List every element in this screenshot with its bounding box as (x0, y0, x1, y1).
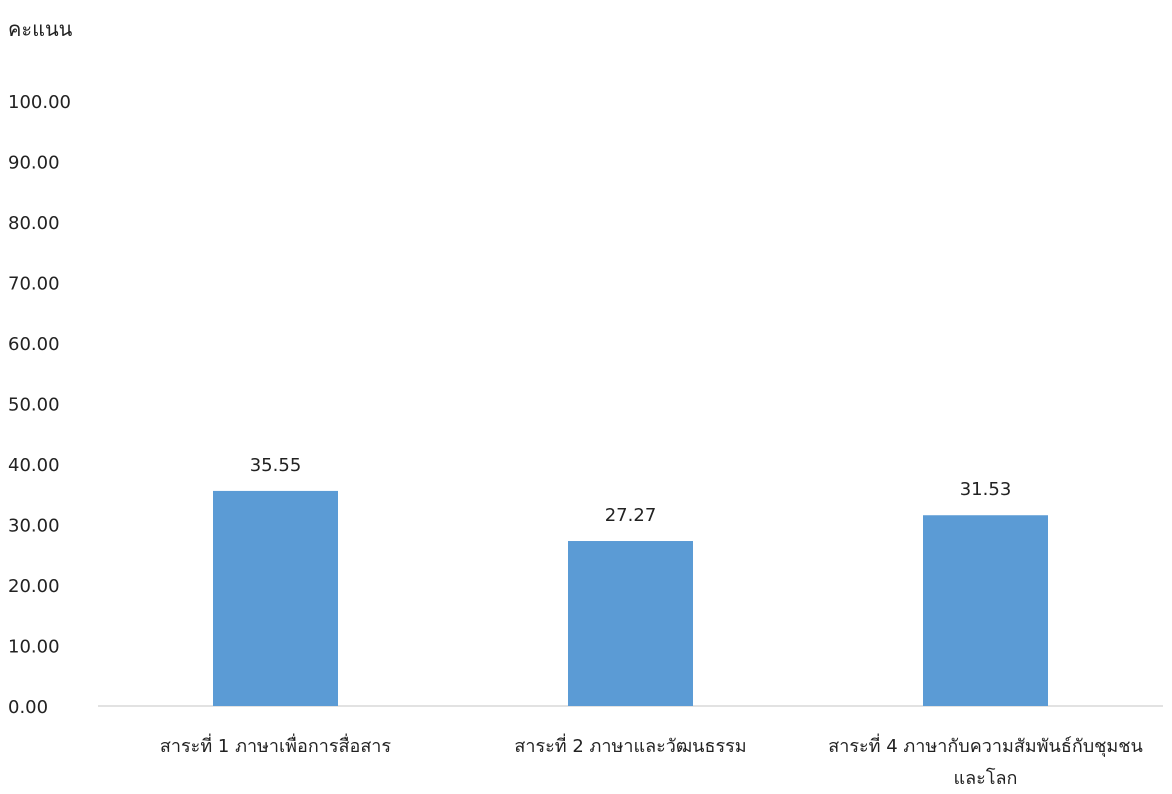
y-tick-label: 10.00 (8, 637, 60, 658)
y-tick-label: 60.00 (8, 334, 60, 355)
data-label: 27.27 (605, 505, 657, 526)
x-tick-label: สาระที่ 1 ภาษาเพื่อการสื่อสาร (160, 733, 392, 757)
y-tick-label: 50.00 (8, 395, 60, 416)
y-tick-label: 40.00 (8, 455, 60, 476)
y-tick-label: 20.00 (8, 576, 60, 597)
y-tick-label: 30.00 (8, 516, 60, 537)
y-tick-label: 0.00 (8, 697, 48, 718)
y-tick-label: 80.00 (8, 213, 60, 234)
y-tick-label: 90.00 (8, 153, 60, 174)
bars-group (213, 490, 1048, 706)
y-axis-ticks: 0.00 10.00 20.00 30.00 40.00 50.00 60.00 70.00 8… (8, 92, 71, 718)
y-tick-label: 70.00 (8, 274, 60, 295)
x-tick-label: สาระที่ 4 ภาษากับความสัมพันธ์กับชุมชน (828, 733, 1143, 757)
data-labels-group: 35.55 27.27 31.53 (250, 455, 1012, 526)
y-axis-label: คะแนน (8, 17, 73, 41)
data-label: 31.53 (960, 479, 1012, 500)
x-tick-label: สาระที่ 2 ภาษาและวัฒนธรรม (514, 733, 746, 757)
data-label: 35.55 (250, 455, 302, 476)
x-tick-label: และโลก (954, 767, 1018, 789)
y-tick-label: 100.00 (8, 92, 71, 113)
bar (213, 490, 338, 706)
bar (568, 541, 693, 706)
bar (923, 515, 1048, 706)
x-axis-labels: สาระที่ 1 ภาษาเพื่อการสื่อสาร สาระที่ 2 ภ… (160, 733, 1143, 789)
